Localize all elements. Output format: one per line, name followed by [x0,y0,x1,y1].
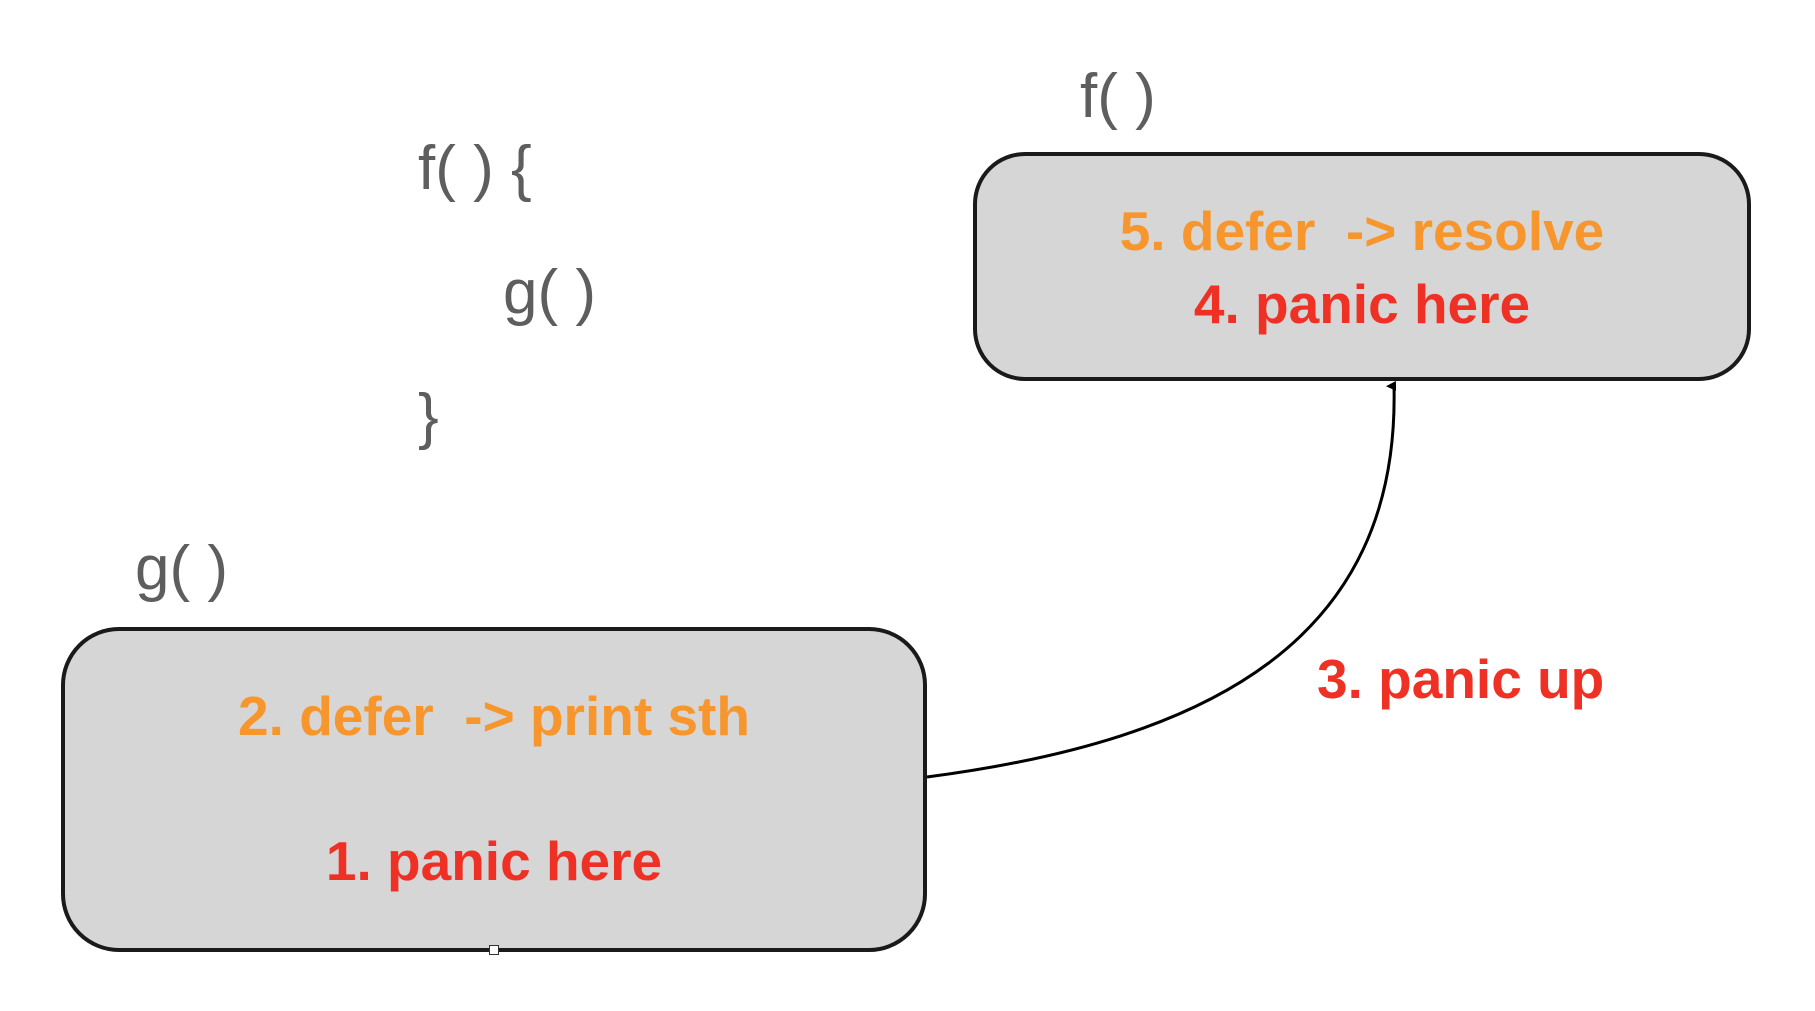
code-line-f-open: f( ) { [418,134,532,203]
code-line-close-brace: } [418,382,439,451]
f-function-box [973,152,1751,381]
g-step-panic-here: 1. panic here [325,830,663,892]
f-step-panic-here: 4. panic here [1193,273,1531,335]
g-box-label: g( ) [135,534,228,603]
arrow-label-panic-up: 3. panic up [1317,648,1605,710]
g-step-defer-print: 2. defer -> print sth [238,685,750,747]
panic-up-curve [926,380,1397,779]
code-line-g-call: g( ) [503,258,596,327]
f-box-label: f( ) [1080,62,1156,131]
g-function-box [61,627,927,952]
f-step-defer-resolve: 5. defer -> resolve [1119,200,1605,262]
resize-handle-icon[interactable] [489,945,499,955]
